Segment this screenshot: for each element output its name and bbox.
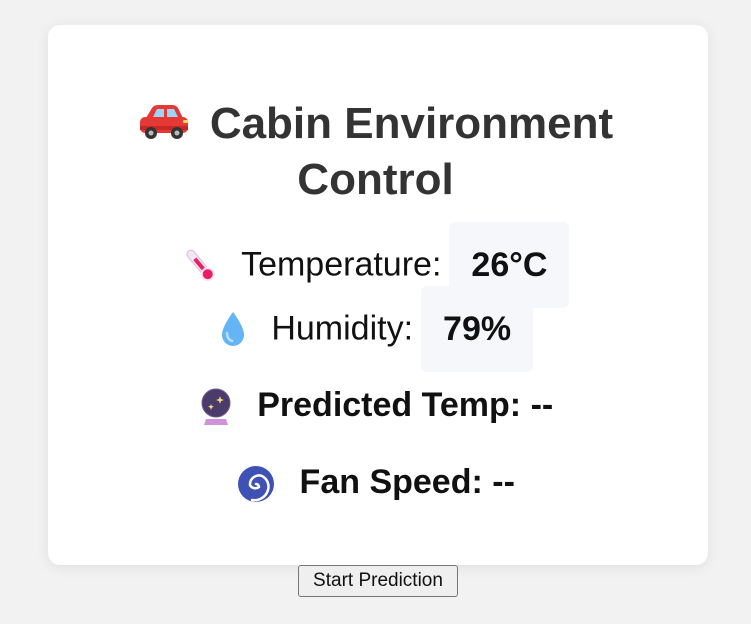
car-icon: [138, 96, 210, 152]
humidity-row: Humidity: 79%: [0, 286, 751, 372]
temperature-row: Temperature: 26°C: [0, 222, 751, 308]
fan-speed-value: --: [492, 463, 515, 501]
title-line-2: Control: [297, 155, 454, 204]
droplet-icon: [218, 308, 271, 346]
humidity-label: Humidity:: [271, 309, 414, 348]
humidity-value: 79%: [421, 286, 534, 372]
fan-speed-label: Fan Speed:: [299, 463, 483, 501]
predicted-temp-label: Predicted Temp:: [257, 386, 522, 424]
page-title: Cabin Environment Control: [0, 96, 751, 208]
cyclone-icon: [236, 463, 299, 503]
fan-speed-row: Fan Speed: --: [0, 463, 751, 504]
start-prediction-button[interactable]: Start Prediction: [298, 565, 458, 597]
title-line-1: Cabin Environment: [209, 99, 614, 148]
crystal-ball-icon: [198, 386, 257, 426]
temperature-label: Temperature:: [241, 245, 442, 284]
predicted-temp-row: Predicted Temp: --: [0, 386, 751, 427]
predicted-temp-value: --: [530, 386, 554, 424]
thermometer-icon: [182, 244, 241, 282]
